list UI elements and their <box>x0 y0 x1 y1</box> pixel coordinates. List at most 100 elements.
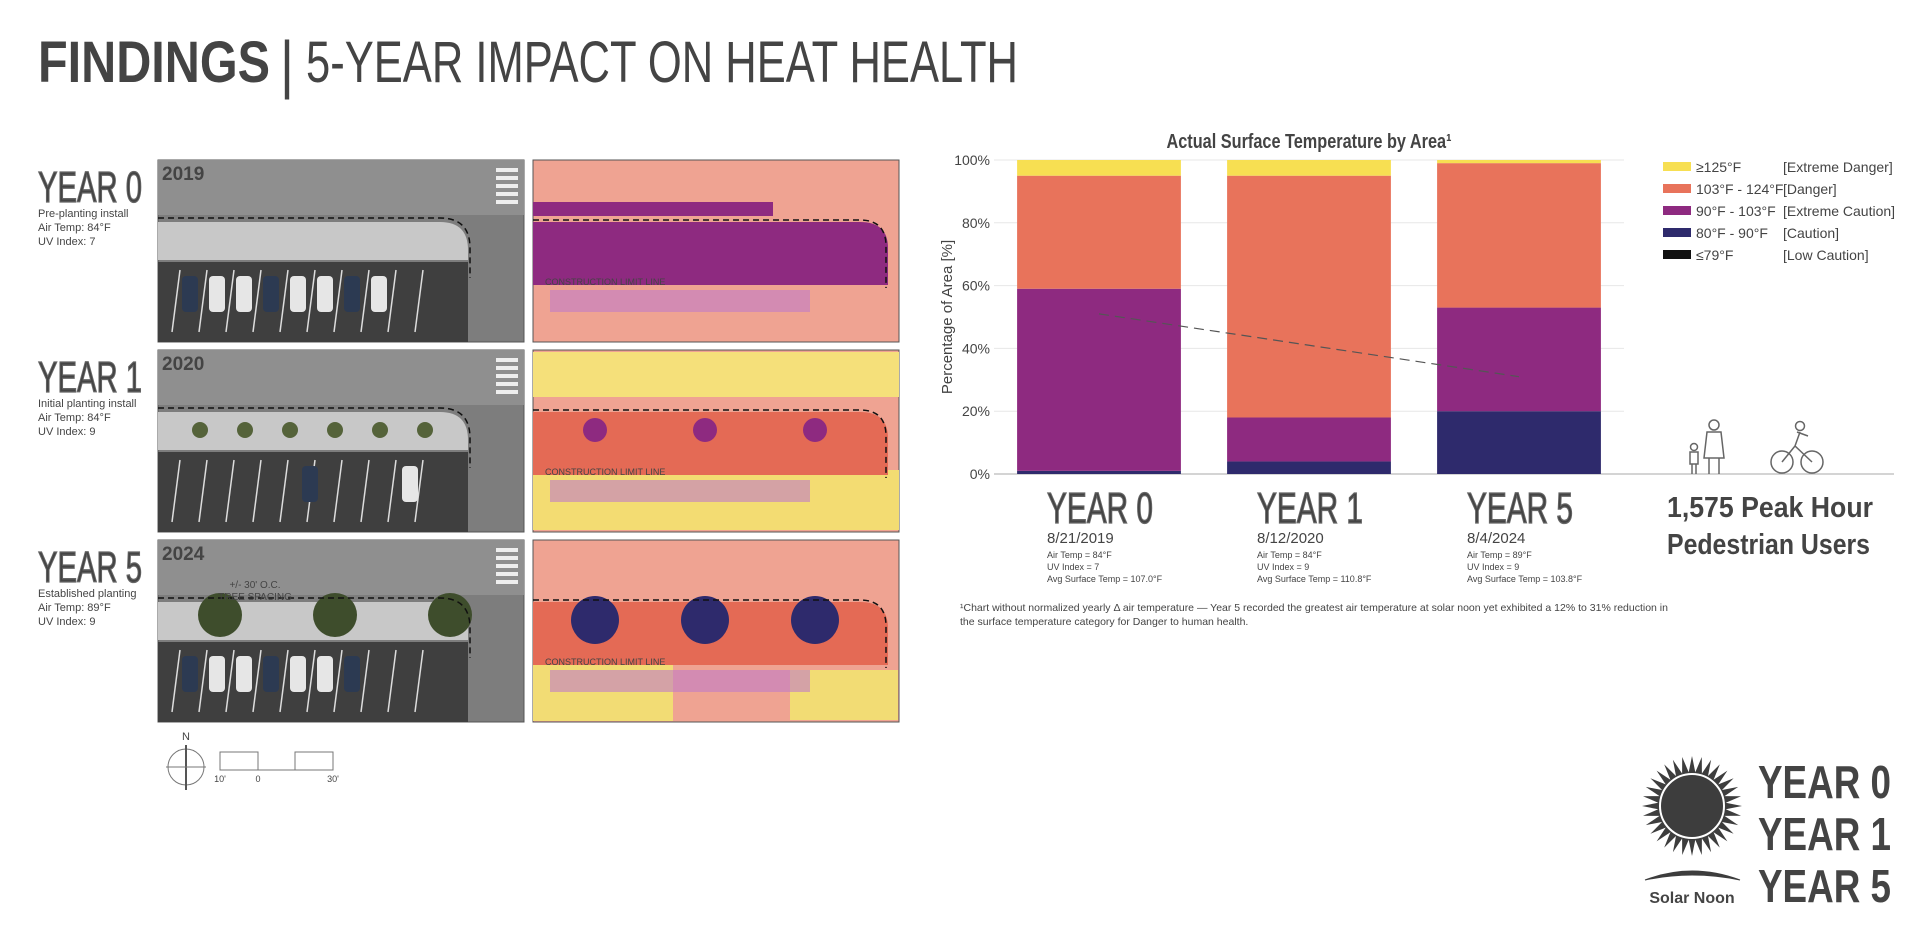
bike-wheel <box>1770 450 1794 474</box>
shade-blob <box>681 596 729 644</box>
parking-stripe <box>306 269 316 333</box>
bike-frame <box>1781 431 1813 463</box>
crosswalk <box>496 366 518 370</box>
car <box>182 276 198 312</box>
car <box>290 656 306 692</box>
bar-segment <box>1437 163 1601 308</box>
bike-wheel <box>1800 450 1824 474</box>
pedestrian-icons <box>1689 419 1824 474</box>
category-detail: UV Index = 9 <box>1467 562 1519 572</box>
heat-band <box>533 412 888 475</box>
sidewalk <box>158 412 468 450</box>
parking-stripe <box>198 269 208 333</box>
y-tick-label: 80% <box>962 215 990 231</box>
parking-stripe <box>279 649 289 713</box>
photo-year: 2024 <box>162 544 205 565</box>
heat-patch <box>550 290 810 312</box>
child-body <box>1689 451 1699 474</box>
category-date: 8/21/2019 <box>1047 530 1114 547</box>
legend-label: 80°F - 90°F <box>1696 225 1768 241</box>
bar-segment <box>1017 288 1181 471</box>
parking-stripe <box>198 459 208 523</box>
shade-blob <box>803 418 827 442</box>
spacing-label: +/- 30' O.C. <box>229 580 280 591</box>
parking-stripe <box>333 269 343 333</box>
bar-segment <box>1437 411 1601 474</box>
crosswalk <box>496 556 518 560</box>
car <box>236 656 252 692</box>
category-detail: Avg Surface Temp = 103.8°F <box>1467 574 1583 584</box>
aerial-photo <box>157 539 525 723</box>
y-axis-title: Percentage of Area [%] <box>939 240 956 394</box>
parking-stripe <box>387 649 397 713</box>
bar-segment <box>1227 417 1391 462</box>
row-phase: Initial planting install <box>38 398 136 410</box>
sidewalk <box>158 222 468 260</box>
shade-blob <box>693 418 717 442</box>
legend-level: [Caution] <box>1783 225 1839 241</box>
legend-level: [Low Caution] <box>1783 247 1869 263</box>
footnote: ¹Chart without normalized yearly Δ air t… <box>960 602 1668 614</box>
shrub <box>327 422 343 438</box>
shrub <box>237 422 253 438</box>
tree <box>313 593 357 637</box>
parking-stripe <box>414 269 424 333</box>
parking-stripe <box>387 269 397 333</box>
pedestrian-count: 1,575 Peak Hour <box>1667 492 1873 524</box>
road <box>158 540 524 595</box>
bar-segment <box>1017 470 1181 474</box>
crosswalk <box>496 572 518 576</box>
photo-year: 2019 <box>162 164 204 185</box>
parking <box>158 262 468 342</box>
map-label: CONSTRUCTION LIMIT LINE <box>545 657 665 667</box>
solar-noon-label: Solar Noon <box>1649 890 1734 907</box>
category-detail: UV Index = 7 <box>1047 562 1099 572</box>
photo-year: 2020 <box>162 354 204 375</box>
row-air-temp: Air Temp: 84°F <box>38 222 111 234</box>
legend-level: [Extreme Danger] <box>1783 159 1893 175</box>
crosswalk <box>496 390 518 394</box>
row-air-temp: Air Temp: 84°F <box>38 412 111 424</box>
footnote: the surface temperature category for Dan… <box>960 616 1248 628</box>
legend-level: [Extreme Caution] <box>1783 203 1895 219</box>
parking-stripe <box>360 269 370 333</box>
shrub <box>417 422 433 438</box>
title-bold: FINDINGS <box>38 30 270 95</box>
parking-stripe <box>171 459 181 523</box>
parking-stripe <box>225 269 235 333</box>
car <box>236 276 252 312</box>
legend-swatch <box>1663 228 1691 237</box>
parking-stripe <box>225 459 235 523</box>
north: N <box>182 731 190 743</box>
scale-tick: 30' <box>327 774 339 784</box>
bar-segment <box>1437 307 1601 412</box>
crosswalk <box>496 358 518 362</box>
parking-stripe <box>414 459 424 523</box>
row-year: YEAR 1 <box>38 353 142 402</box>
legend-swatch <box>1663 184 1691 193</box>
crosswalk <box>496 168 518 172</box>
parking-stripe <box>252 459 262 523</box>
parking-stripe <box>333 649 343 713</box>
x-tick-label: YEAR 0 <box>1047 484 1153 533</box>
title: 5-YEAR IMPACT ON HEAT HEALTH <box>306 30 1018 95</box>
row-phase: Pre-planting install <box>38 208 129 220</box>
category-detail: Avg Surface Temp = 107.0°F <box>1047 574 1163 584</box>
heat-patch <box>550 670 810 692</box>
row-phase: Established planting <box>38 588 136 600</box>
row-uv: UV Index: 9 <box>38 616 95 628</box>
rider-head <box>1794 420 1806 432</box>
scale-tick: 0 <box>255 774 260 784</box>
horizon <box>1644 870 1741 881</box>
aerial-photo <box>157 159 525 343</box>
bar-segment <box>1437 160 1601 164</box>
legend-label: 90°F - 103°F <box>1696 203 1776 219</box>
car <box>302 466 318 502</box>
legend-label: ≥125°F <box>1696 159 1741 175</box>
shrub <box>372 422 388 438</box>
parking-stripe <box>252 269 262 333</box>
parking <box>158 642 468 722</box>
legend-level: [Danger] <box>1783 181 1837 197</box>
child-head <box>1689 442 1699 452</box>
